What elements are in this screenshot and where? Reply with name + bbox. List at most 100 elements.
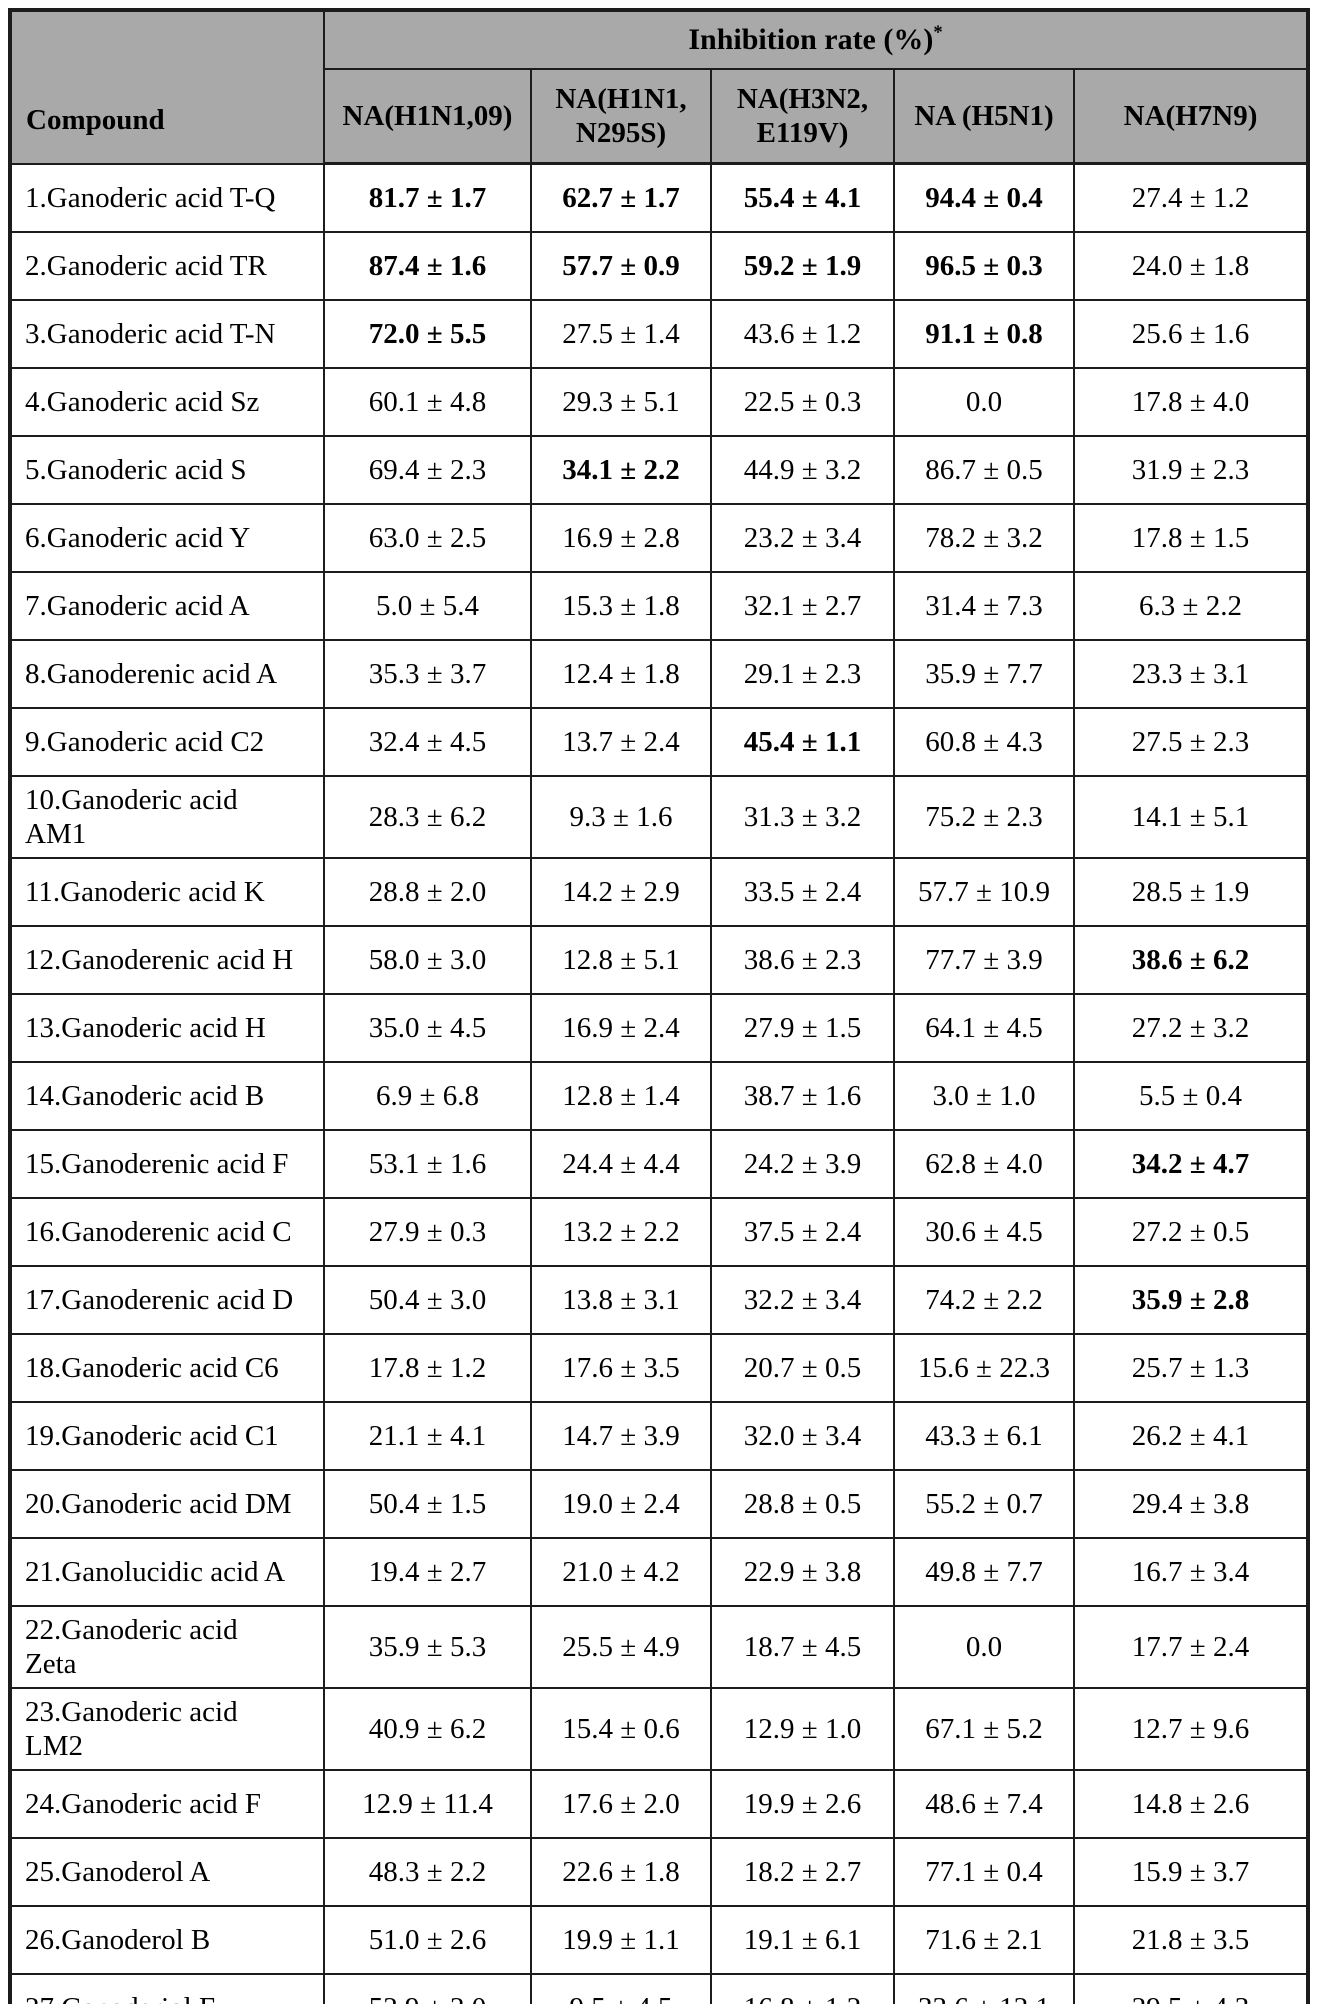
value-cell: 29.5 ± 4.3 (1072, 1973, 1310, 2004)
value-cell: 6.9 ± 6.8 (323, 1061, 532, 1131)
value-cell: 78.2 ± 3.2 (893, 503, 1075, 573)
value-cell: 14.7 ± 3.9 (530, 1401, 712, 1471)
value-cell: 13.2 ± 2.2 (530, 1197, 712, 1267)
table-row: 8.Ganoderenic acid A 35.3 ± 3.7 12.4 ± 1.8… (9, 639, 1310, 709)
value-cell: 48.6 ± 7.4 (893, 1769, 1075, 1839)
value-cell: 12.9 ± 1.0 (710, 1687, 895, 1771)
value-cell: 16.8 ± 1.2 (710, 1973, 895, 2004)
value-cell: 14.8 ± 2.6 (1072, 1769, 1310, 1839)
value-cell: 77.7 ± 3.9 (893, 925, 1075, 995)
value-cell: 51.0 ± 2.6 (323, 1905, 532, 1975)
value-cell: 62.8 ± 4.0 (893, 1129, 1075, 1199)
value-cell: 27.2 ± 3.2 (1072, 993, 1310, 1063)
table-row: 9.Ganoderic acid C2 32.4 ± 4.5 13.7 ± 2.4 4… (9, 707, 1310, 777)
compound-cell: 24.Ganoderic acid F (9, 1769, 325, 1839)
value-cell: 96.5 ± 0.3 (893, 231, 1075, 301)
value-cell: 18.2 ± 2.7 (710, 1837, 895, 1907)
virus-header-row: NA(H1N1,09) NA(H1N1, N295S) NA(H3N2, E11… (10, 68, 1310, 165)
value-cell: 38.6 ± 6.2 (1072, 925, 1310, 995)
table-row: 10.Ganoderic acid AM1 28.3 ± 6.2 9.3 ± 1.6… (9, 775, 1310, 859)
compound-cell: 22.Ganoderic acid Zeta (9, 1605, 325, 1689)
table-header: Compound Inhibition rate (%)* NA(H1N1,09… (9, 9, 1310, 165)
compound-cell: 21.Ganolucidic acid A (9, 1537, 325, 1607)
value-cell: 29.4 ± 3.8 (1072, 1469, 1310, 1539)
compound-cell: 7.Ganoderic acid A (9, 571, 325, 641)
table-row: 12.Ganoderenic acid H 58.0 ± 3.0 12.8 ± 5.… (9, 925, 1310, 995)
table-row: 17.Ganoderenic acid D 50.4 ± 3.0 13.8 ± 3.… (9, 1265, 1310, 1335)
value-cell: 50.4 ± 3.0 (323, 1265, 532, 1335)
value-cell: 19.4 ± 2.7 (323, 1537, 532, 1607)
value-cell: 20.7 ± 0.5 (710, 1333, 895, 1403)
value-cell: 57.7 ± 10.9 (893, 857, 1075, 927)
compound-cell: 1.Ganoderic acid T-Q (9, 162, 325, 233)
table-row: 23.Ganoderic acid LM2 40.9 ± 6.2 15.4 ± 0.… (9, 1687, 1310, 1771)
value-cell: 64.1 ± 4.5 (893, 993, 1075, 1063)
value-cell: 32.1 ± 2.7 (710, 571, 895, 641)
value-cell: 35.0 ± 4.5 (323, 993, 532, 1063)
value-cell: 21.0 ± 4.2 (530, 1537, 712, 1607)
compound-cell: 15.Ganoderenic acid F (9, 1129, 325, 1199)
column-header-na-h7n9: NA(H7N9) (1072, 68, 1310, 165)
compound-column-header: Compound (9, 9, 325, 165)
value-cell: 44.9 ± 3.2 (710, 435, 895, 505)
value-cell: 34.1 ± 2.2 (530, 435, 712, 505)
value-cell: 5.5 ± 0.4 (1072, 1061, 1310, 1131)
value-cell: 27.2 ± 0.5 (1072, 1197, 1310, 1267)
group-header-footnote-marker: * (933, 22, 943, 43)
value-cell: 63.0 ± 2.5 (323, 503, 532, 573)
value-cell: 12.7 ± 9.6 (1072, 1687, 1310, 1771)
table-body: 1.Ganoderic acid T-Q 81.7 ± 1.7 62.7 ± 1.7… (9, 162, 1310, 2004)
compound-cell: 19.Ganoderic acid C1 (9, 1401, 325, 1471)
value-cell: 5.0 ± 5.4 (323, 571, 532, 641)
value-cell: 13.8 ± 3.1 (530, 1265, 712, 1335)
value-cell: 32.4 ± 4.5 (323, 707, 532, 777)
value-cell: 24.0 ± 1.8 (1072, 231, 1310, 301)
value-cell: 32.2 ± 3.4 (710, 1265, 895, 1335)
value-cell: 0.0 (893, 367, 1075, 437)
value-cell: 12.8 ± 5.1 (530, 925, 712, 995)
value-cell: 60.8 ± 4.3 (893, 707, 1075, 777)
table-row: 1.Ganoderic acid T-Q 81.7 ± 1.7 62.7 ± 1.7… (9, 162, 1310, 233)
table-row: 25.Ganoderol A 48.3 ± 2.2 22.6 ± 1.8 18.2 ±… (9, 1837, 1310, 1907)
value-cell: 60.1 ± 4.8 (323, 367, 532, 437)
column-header-na-h3n2-e119v: NA(H3N2, E119V) (710, 68, 895, 165)
table-row: 5.Ganoderic acid S 69.4 ± 2.3 34.1 ± 2.2 44… (9, 435, 1310, 505)
value-cell: 16.9 ± 2.4 (530, 993, 712, 1063)
compound-cell: 17.Ganoderenic acid D (9, 1265, 325, 1335)
column-header-na-h1n1-n295s: NA(H1N1, N295S) (530, 68, 712, 165)
value-cell: 59.2 ± 1.9 (710, 231, 895, 301)
value-cell: 32.0 ± 3.4 (710, 1401, 895, 1471)
compound-cell: 27.Ganoderiol F (9, 1973, 325, 2004)
value-cell: 12.8 ± 1.4 (530, 1061, 712, 1131)
value-cell: 91.1 ± 0.8 (893, 299, 1075, 369)
compound-cell: 25.Ganoderol A (9, 1837, 325, 1907)
table-row: 6.Ganoderic acid Y 63.0 ± 2.5 16.9 ± 2.8 23… (9, 503, 1310, 573)
compound-cell: 26.Ganoderol B (9, 1905, 325, 1975)
compound-cell: 20.Ganoderic acid DM (9, 1469, 325, 1539)
table-row: 16.Ganoderenic acid C 27.9 ± 0.3 13.2 ± 2.… (9, 1197, 1310, 1267)
value-cell: 43.3 ± 6.1 (893, 1401, 1075, 1471)
value-cell: 31.3 ± 3.2 (710, 775, 895, 859)
value-cell: 22.6 ± 1.8 (530, 1837, 712, 1907)
value-cell: 14.2 ± 2.9 (530, 857, 712, 927)
value-cell: 38.6 ± 2.3 (710, 925, 895, 995)
value-cell: 14.1 ± 5.1 (1072, 775, 1310, 859)
value-cell: 27.4 ± 1.2 (1072, 162, 1310, 233)
value-cell: 69.4 ± 2.3 (323, 435, 532, 505)
value-cell: 23.2 ± 3.4 (710, 503, 895, 573)
value-cell: 15.3 ± 1.8 (530, 571, 712, 641)
value-cell: 25.6 ± 1.6 (1072, 299, 1310, 369)
table-row: 7.Ganoderic acid A 5.0 ± 5.4 15.3 ± 1.8 32.… (9, 571, 1310, 641)
value-cell: 50.4 ± 1.5 (323, 1469, 532, 1539)
column-header-na-h1n1-09: NA(H1N1,09) (323, 68, 532, 165)
value-cell: 22.9 ± 3.8 (710, 1537, 895, 1607)
inhibition-rate-group-header: Inhibition rate (%)* (322, 9, 1310, 70)
value-cell: 18.7 ± 4.5 (710, 1605, 895, 1689)
compound-cell: 23.Ganoderic acid LM2 (9, 1687, 325, 1771)
value-cell: 15.6 ± 22.3 (893, 1333, 1075, 1403)
value-cell: 19.1 ± 6.1 (710, 1905, 895, 1975)
value-cell: 57.7 ± 0.9 (530, 231, 712, 301)
compound-cell: 4.Ganoderic acid Sz (9, 367, 325, 437)
value-cell: 74.2 ± 2.2 (893, 1265, 1075, 1335)
value-cell: 49.8 ± 7.7 (893, 1537, 1075, 1607)
